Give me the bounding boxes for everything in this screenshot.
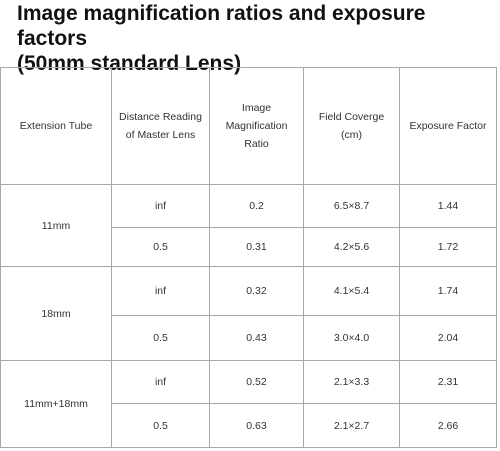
table-row: 0.5 0.63 2.1×2.7 2.66 [1, 403, 497, 448]
header-field-coverage: Field Coverge (cm) [303, 67, 400, 185]
field-cell: 6.5×8.7 [303, 184, 400, 228]
tube-cell: 11mm [0, 184, 112, 267]
distance-cell: 0.5 [111, 227, 210, 267]
table-row: 0.5 0.31 4.2×5.6 1.72 [1, 227, 497, 267]
header-magnification-ratio: Image Magnification Ratio [209, 67, 304, 185]
field-cell: 4.2×5.6 [303, 227, 400, 267]
ratio-cell: 0.32 [209, 266, 304, 316]
field-cell: 2.1×2.7 [303, 403, 400, 448]
table-row: 11mm+18mm inf 0.52 2.1×3.3 2.31 [0, 360, 497, 448]
exposure-cell: 2.31 [399, 360, 497, 404]
exposure-cell: 2.04 [399, 315, 497, 361]
distance-cell: 0.5 [111, 403, 210, 448]
field-cell: 2.1×3.3 [303, 360, 400, 404]
exposure-cell: 2.66 [399, 403, 497, 448]
field-cell: 3.0×4.0 [303, 315, 400, 361]
header-distance-reading: Distance Reading of Master Lens [111, 67, 210, 185]
ratio-cell: 0.52 [209, 360, 304, 404]
field-cell: 4.1×5.4 [303, 266, 400, 316]
exposure-cell: 1.72 [399, 227, 497, 267]
ratio-cell: 0.2 [209, 184, 304, 228]
table-row: 11mm inf 0.2 6.5×8.7 1.44 [0, 184, 497, 267]
magnification-table: Extension Tube Distance Reading of Maste… [0, 67, 497, 448]
tube-cell: 11mm+18mm [0, 360, 112, 448]
page-title: Image magnification ratios and exposure … [17, 1, 500, 76]
header-extension-tube: Extension Tube [0, 67, 112, 185]
distance-cell: inf [111, 184, 210, 228]
table-row: 0.5 0.43 3.0×4.0 2.04 [1, 315, 497, 361]
exposure-cell: 1.74 [399, 266, 497, 316]
distance-cell: inf [111, 360, 210, 404]
ratio-cell: 0.31 [209, 227, 304, 267]
table-row: 18mm inf 0.32 4.1×5.4 1.74 [0, 266, 497, 361]
ratio-cell: 0.63 [209, 403, 304, 448]
header-exposure-factor: Exposure Factor [399, 67, 497, 185]
exposure-cell: 1.44 [399, 184, 497, 228]
distance-cell: inf [111, 266, 210, 316]
tube-cell: 18mm [0, 266, 112, 361]
ratio-cell: 0.43 [209, 315, 304, 361]
title-line-1: Image magnification ratios and exposure … [17, 2, 426, 50]
header-row: Extension Tube Distance Reading of Maste… [0, 67, 497, 185]
distance-cell: 0.5 [111, 315, 210, 361]
